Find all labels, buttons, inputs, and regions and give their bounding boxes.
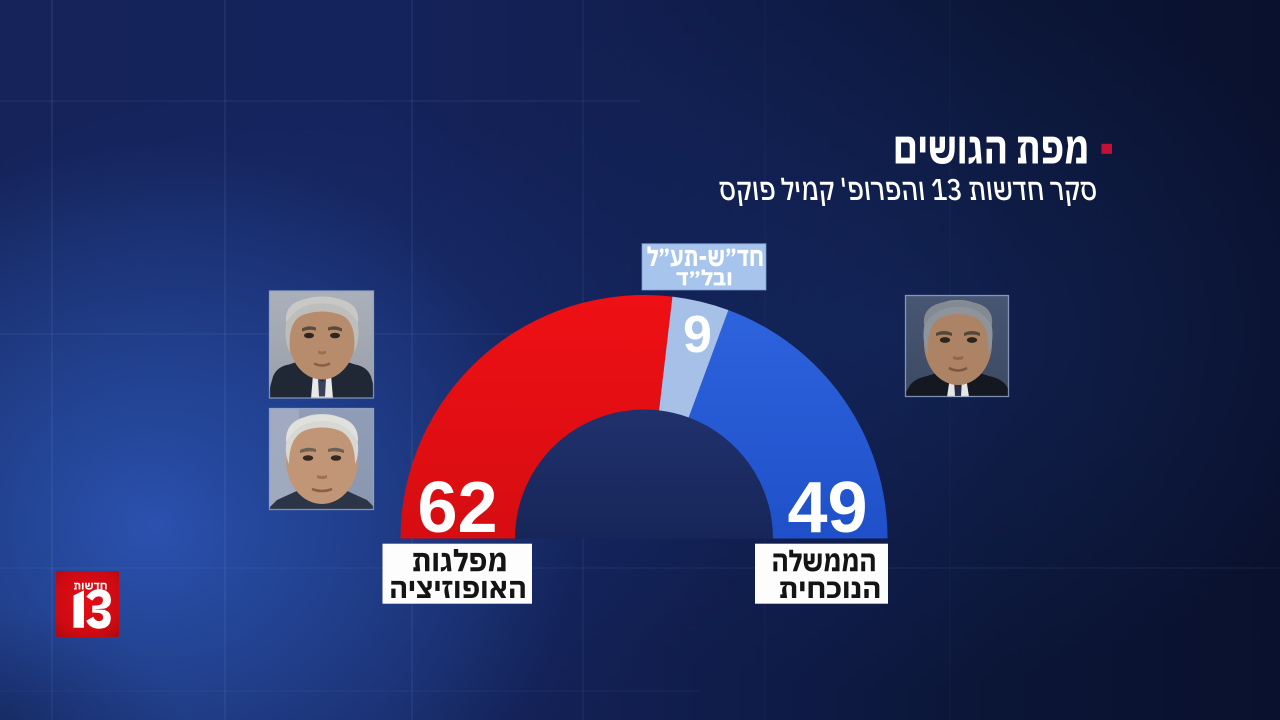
svg-text:62: 62 bbox=[417, 468, 497, 548]
svg-text:9: 9 bbox=[683, 306, 712, 364]
svg-text:49: 49 bbox=[787, 468, 867, 548]
